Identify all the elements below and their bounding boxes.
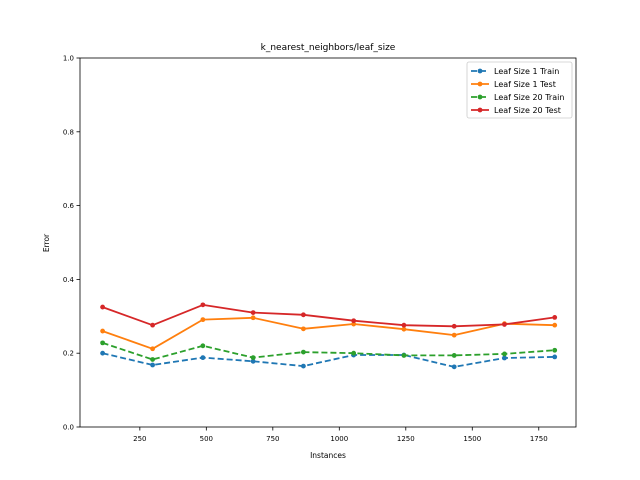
data-point-leaf-size-20-test xyxy=(552,315,558,320)
y-tick-label: 0.2 xyxy=(63,350,74,358)
data-point-leaf-size-20-test xyxy=(200,302,206,308)
chart-title: k_nearest_neighbors/leaf_size xyxy=(261,43,396,53)
data-point-leaf-size-1-train xyxy=(150,362,156,368)
data-point-leaf-size-1-test xyxy=(200,317,206,323)
legend-box xyxy=(466,61,573,119)
data-point-leaf-size-1-test xyxy=(250,315,256,321)
data-point-leaf-size-20-test xyxy=(300,312,306,318)
data-point-leaf-size-20-train xyxy=(250,355,256,361)
data-point-leaf-size-20-train xyxy=(100,340,106,346)
data-point-leaf-size-20-train xyxy=(552,347,558,353)
data-point-leaf-size-20-test xyxy=(502,322,507,327)
data-point-leaf-size-1-train xyxy=(502,355,507,361)
plot-area: 250 500 750 1000 1250 1500 1750 0.0 0.2 0.4 0.6 0.8… xyxy=(63,55,577,443)
legend-marker-leaf-size-1-train xyxy=(477,68,483,74)
data-point-leaf-size-20-test xyxy=(401,322,407,328)
axes-frame xyxy=(79,57,577,428)
data-point-leaf-size-20-train xyxy=(401,353,407,358)
data-point-leaf-size-20-test xyxy=(451,323,457,329)
x-tick-label: 250 xyxy=(133,435,146,443)
data-point-leaf-size-1-train xyxy=(451,364,457,370)
data-point-leaf-size-1-test xyxy=(401,326,407,332)
series-line-leaf-size-1-train xyxy=(102,352,555,368)
data-point-leaf-size-1-train xyxy=(552,354,558,360)
data-point-leaf-size-20-train xyxy=(200,343,206,349)
y-tick-label: 0.0 xyxy=(63,424,74,432)
data-point-leaf-size-20-train xyxy=(351,350,357,356)
y-tick-label: 0.6 xyxy=(63,202,75,210)
data-point-leaf-size-1-test xyxy=(100,328,106,334)
data-point-leaf-size-20-test xyxy=(100,304,106,310)
y-tick-label: 0.8 xyxy=(63,128,74,136)
series-line-leaf-size-1-test xyxy=(102,316,555,350)
y-tick-label: 0.4 xyxy=(63,276,75,284)
data-point-leaf-size-1-test xyxy=(451,332,457,338)
data-point-leaf-size-1-test xyxy=(300,326,306,332)
data-point-leaf-size-20-train xyxy=(502,351,507,357)
data-point-leaf-size-1-test xyxy=(552,322,558,328)
y-tick-label: 1.0 xyxy=(63,55,74,63)
legend-label: Leaf Size 1 Train xyxy=(494,67,559,76)
legend-label: Leaf Size 1 Test xyxy=(494,80,556,89)
data-point-leaf-size-1-test xyxy=(351,321,357,327)
data-point-leaf-size-1-train xyxy=(200,355,206,361)
x-tick-label: 1750 xyxy=(530,435,548,443)
data-point-leaf-size-1-train xyxy=(250,358,256,364)
legend-marker-leaf-size-20-test xyxy=(477,107,483,113)
legend: Leaf Size 1 Train Leaf Size 1 Test Leaf Si… xyxy=(466,61,573,119)
x-axis-label: Instances xyxy=(310,451,346,460)
legend-label: Leaf Size 20 Test xyxy=(494,106,561,115)
x-tick-label: 500 xyxy=(200,435,213,443)
data-point-leaf-size-20-test xyxy=(351,318,357,324)
y-axis-label: Error xyxy=(42,233,51,252)
data-point-leaf-size-20-test xyxy=(250,310,256,316)
data-point-leaf-size-1-test xyxy=(150,346,156,352)
data-point-leaf-size-20-train xyxy=(451,353,457,358)
series-line-leaf-size-20-train xyxy=(102,342,555,361)
data-point-leaf-size-1-train xyxy=(300,363,306,369)
data-point-leaf-size-20-train xyxy=(150,357,156,362)
data-point-leaf-size-1-train xyxy=(100,350,106,356)
legend-label: Leaf Size 20 Train xyxy=(494,93,564,102)
legend-marker-leaf-size-1-test xyxy=(477,81,483,87)
data-point-leaf-size-20-train xyxy=(300,349,306,355)
series-line-leaf-size-20-test xyxy=(102,303,555,328)
x-tick-label: 1250 xyxy=(397,435,415,443)
data-point-leaf-size-20-test xyxy=(150,322,156,328)
x-tick-label: 1500 xyxy=(463,435,481,443)
legend-marker-leaf-size-20-train xyxy=(477,94,483,100)
x-tick-label: 1000 xyxy=(330,435,348,443)
x-tick-label: 750 xyxy=(266,435,279,443)
